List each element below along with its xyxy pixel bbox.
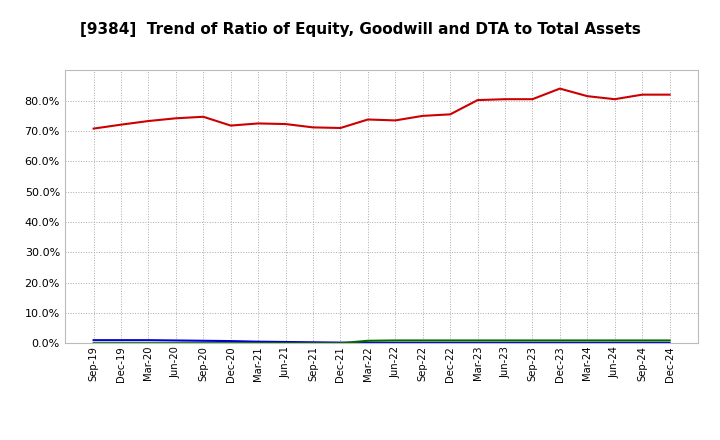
Goodwill [117, 337, 125, 343]
Equity [254, 121, 263, 126]
Equity [89, 126, 98, 131]
Goodwill [418, 340, 427, 345]
Goodwill [446, 340, 454, 345]
Goodwill [500, 340, 509, 345]
Deferred Tax Assets [556, 338, 564, 343]
Equity [226, 123, 235, 128]
Deferred Tax Assets [117, 341, 125, 346]
Equity [638, 92, 647, 97]
Goodwill [528, 340, 537, 345]
Deferred Tax Assets [171, 341, 180, 346]
Goodwill [611, 340, 619, 345]
Goodwill [556, 340, 564, 345]
Equity [117, 122, 125, 127]
Equity [583, 94, 592, 99]
Deferred Tax Assets [89, 341, 98, 346]
Goodwill [364, 340, 372, 345]
Deferred Tax Assets [638, 338, 647, 343]
Deferred Tax Assets [226, 341, 235, 346]
Goodwill [665, 340, 674, 345]
Equity [473, 98, 482, 103]
Equity [500, 96, 509, 102]
Equity [528, 96, 537, 102]
Deferred Tax Assets [500, 338, 509, 343]
Deferred Tax Assets [199, 341, 207, 346]
Goodwill [391, 340, 400, 345]
Equity [418, 113, 427, 118]
Deferred Tax Assets [364, 338, 372, 343]
Deferred Tax Assets [665, 338, 674, 343]
Equity [144, 118, 153, 124]
Goodwill [282, 339, 290, 345]
Deferred Tax Assets [583, 338, 592, 343]
Equity [556, 86, 564, 91]
Goodwill [171, 338, 180, 343]
Goodwill [226, 338, 235, 344]
Line: Equity: Equity [94, 88, 670, 128]
Goodwill [144, 337, 153, 343]
Equity [391, 118, 400, 123]
Line: Deferred Tax Assets: Deferred Tax Assets [94, 341, 670, 343]
Deferred Tax Assets [309, 341, 318, 346]
Deferred Tax Assets [611, 338, 619, 343]
Equity [309, 125, 318, 130]
Equity [199, 114, 207, 119]
Deferred Tax Assets [446, 338, 454, 343]
Goodwill [309, 340, 318, 345]
Deferred Tax Assets [144, 341, 153, 346]
Deferred Tax Assets [418, 338, 427, 343]
Goodwill [254, 339, 263, 345]
Goodwill [638, 340, 647, 345]
Equity [611, 96, 619, 102]
Equity [336, 125, 345, 131]
Deferred Tax Assets [391, 338, 400, 343]
Equity [282, 121, 290, 127]
Deferred Tax Assets [282, 341, 290, 346]
Deferred Tax Assets [336, 341, 345, 346]
Goodwill [583, 340, 592, 345]
Equity [665, 92, 674, 97]
Equity [171, 116, 180, 121]
Goodwill [199, 338, 207, 343]
Deferred Tax Assets [473, 338, 482, 343]
Text: [9384]  Trend of Ratio of Equity, Goodwill and DTA to Total Assets: [9384] Trend of Ratio of Equity, Goodwil… [80, 22, 640, 37]
Goodwill [473, 340, 482, 345]
Deferred Tax Assets [528, 338, 537, 343]
Equity [446, 112, 454, 117]
Deferred Tax Assets [254, 341, 263, 346]
Equity [364, 117, 372, 122]
Goodwill [89, 337, 98, 343]
Goodwill [336, 340, 345, 345]
Line: Goodwill: Goodwill [94, 340, 670, 343]
